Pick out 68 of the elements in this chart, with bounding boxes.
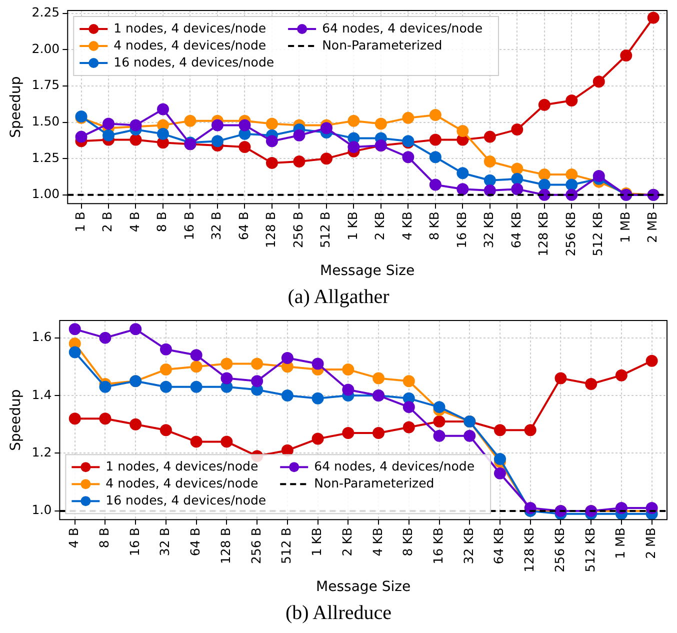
legend-label: Non-Parameterized — [314, 475, 434, 490]
x-tick-label: 256 KB — [552, 528, 567, 572]
y-tick-label: 1.25 — [32, 150, 60, 165]
y-axis-title: Speedup — [8, 389, 24, 451]
y-tick-label: 1.75 — [32, 77, 60, 92]
x-axis-title: Message Size — [316, 579, 411, 596]
x-tick-label: 64 B — [188, 528, 203, 556]
x-tick-label: 16 B — [181, 212, 196, 240]
x-tick-label: 2 KB — [339, 528, 354, 556]
x-tick-label: 32 B — [157, 528, 172, 556]
x-tick-label: 4 KB — [370, 528, 385, 556]
x-tick-label: 128 B — [218, 528, 233, 564]
x-tick-label: 1 B — [72, 212, 88, 232]
x-tick-label: 1 MB — [617, 212, 632, 243]
text: (a) Allgather — [286, 285, 390, 310]
legend-label: 16 nodes, 4 devices/node — [106, 492, 266, 508]
legend-label: Non-Parameterized — [322, 37, 442, 52]
x-tick-label: 1 KB — [344, 212, 360, 240]
x-tick-label: 256 B — [248, 528, 264, 564]
x-tick-label: 512 KB — [590, 212, 606, 256]
x-tick-label: 8 B — [154, 212, 170, 232]
legend-label: 16 nodes, 4 devices/node — [114, 54, 274, 70]
y-tick-label: 1.4 — [32, 386, 52, 402]
x-tick-label: 128 KB — [522, 528, 537, 572]
y-tick-label: 1.00 — [32, 186, 60, 202]
legend-label: 64 nodes, 4 devices/node — [314, 458, 475, 474]
legend-label: 1 nodes, 4 devices/node — [106, 458, 258, 474]
legend-label: 4 nodes, 4 devices/node — [106, 475, 258, 490]
x-tick-label: 128 KB — [536, 212, 551, 256]
x-tick-label: 2 B — [100, 212, 115, 232]
x-tick-label: 8 KB — [426, 212, 442, 240]
y-tick-label: 1.0 — [32, 502, 52, 518]
x-tick-label: 512 B — [318, 212, 333, 248]
y-tick-label: 1.2 — [32, 444, 52, 460]
x-tick-label: 64 B — [236, 212, 251, 240]
x-tick-label: 256 KB — [562, 212, 578, 256]
x-axis-title: Message Size — [320, 263, 415, 280]
y-tick-label: 1.6 — [32, 329, 52, 344]
x-tick-label: 2 MB — [643, 528, 658, 559]
y-axis-title: Speedup — [8, 76, 24, 138]
x-tick-label: 512 B — [278, 528, 294, 564]
x-tick-label: 8 KB — [400, 528, 416, 556]
x-tick-label: 2 MB — [644, 212, 660, 243]
x-tick-label: 2 KB — [372, 212, 388, 240]
legend-label: 1 nodes, 4 devices/node — [114, 20, 266, 36]
x-tick-label: 256 B — [290, 212, 306, 248]
x-tick-label: 1 MB — [612, 528, 628, 559]
y-tick-label: 2.25 — [32, 4, 60, 20]
x-tick-label: 512 KB — [582, 528, 598, 572]
x-tick-label: 4 B — [126, 212, 142, 232]
x-tick-label: 8 B — [96, 528, 112, 548]
x-tick-label: 4 KB — [399, 212, 414, 240]
x-tick-label: 16 KB — [430, 528, 446, 564]
x-tick-label: 32 KB — [481, 212, 496, 248]
x-tick-label: 4 B — [66, 528, 82, 548]
x-tick-label: 1 KB — [309, 528, 324, 556]
x-tick-label: 32 B — [208, 212, 224, 240]
x-tick-label: 128 B — [263, 212, 278, 248]
x-tick-label: 16 B — [126, 528, 142, 556]
x-tick-label: 32 KB — [460, 528, 476, 564]
y-tick-label: 1.50 — [32, 114, 60, 129]
y-tick-label: 2.00 — [32, 40, 60, 56]
text: (b) Allreduce — [284, 601, 393, 626]
legend-label: 4 nodes, 4 devices/node — [114, 37, 266, 52]
x-tick-label: 64 KB — [508, 212, 524, 248]
x-tick-label: 64 KB — [491, 528, 506, 564]
x-tick-label: 16 KB — [454, 212, 469, 248]
legend-label: 64 nodes, 4 devices/node — [322, 20, 483, 36]
